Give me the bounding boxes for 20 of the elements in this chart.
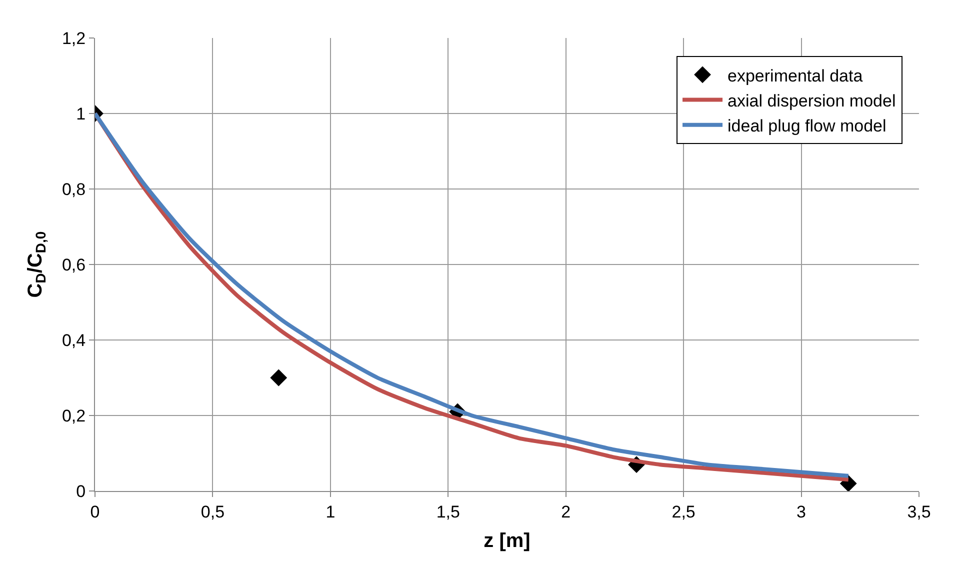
x-tick-label: 0,5	[200, 502, 225, 522]
y-tick-label: 0	[76, 482, 86, 501]
x-tick-label: 3	[796, 502, 806, 522]
y-tick-label: 1	[76, 104, 86, 124]
legend-label: experimental data	[728, 66, 864, 86]
legend-label: axial dispersion model	[728, 91, 896, 110]
legend-label: ideal plug flow model	[728, 116, 886, 136]
y-tick-label: 0,4	[62, 330, 86, 350]
x-axis-title: z [m]	[484, 530, 530, 552]
y-tick-label: 0,6	[62, 255, 86, 274]
x-tick-label: 2	[561, 502, 571, 522]
x-tick-label: 3,5	[907, 502, 931, 522]
x-tick-label: 1,5	[436, 502, 460, 522]
x-tick-label: 1	[326, 502, 336, 522]
x-tick-label: 2,5	[672, 502, 696, 522]
point	[270, 369, 288, 386]
y-tick-label: 0,8	[62, 180, 86, 199]
y-tick-label: 1,2	[62, 28, 86, 48]
y-tick-label: 0,2	[62, 406, 86, 426]
x-tick-label: 0	[90, 502, 100, 522]
